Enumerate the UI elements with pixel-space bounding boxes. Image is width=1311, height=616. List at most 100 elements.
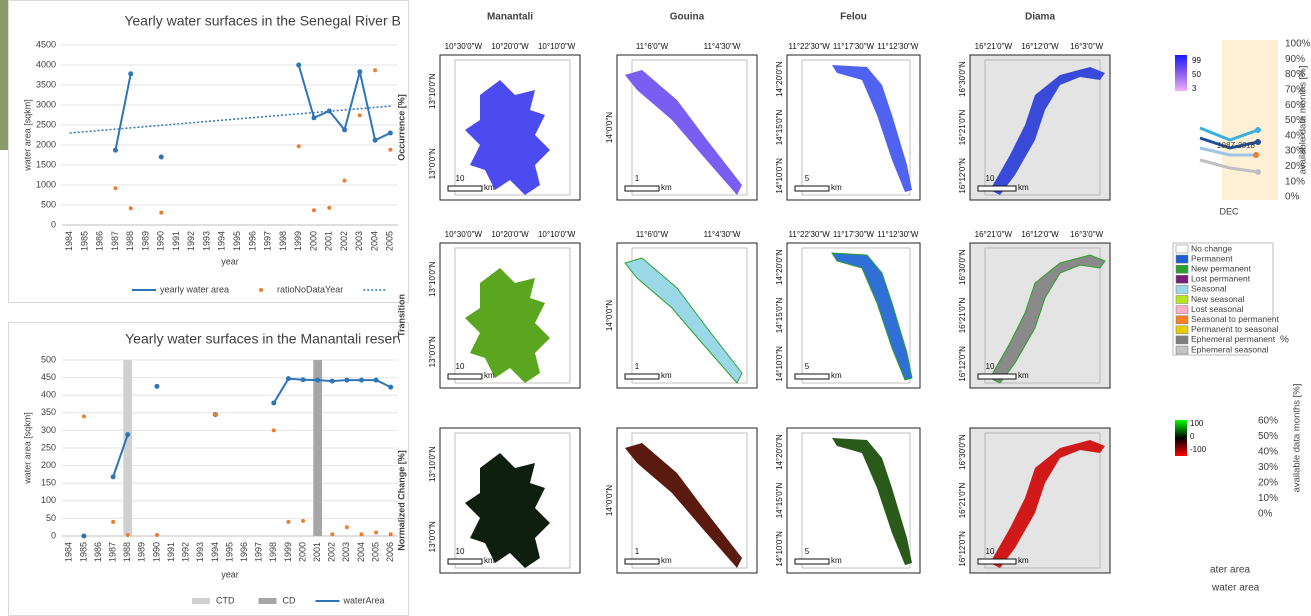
x-tick-label: 1991 xyxy=(171,231,181,251)
y-tick-label: 4500 xyxy=(36,39,56,49)
y-axis-label: water area [sqkm] xyxy=(22,99,32,172)
y-tick-label: 2500 xyxy=(36,119,56,129)
scale-unit: km xyxy=(484,556,495,565)
point xyxy=(373,68,377,72)
legend-swatch xyxy=(1176,245,1188,253)
x-tick-label: 1986 xyxy=(95,231,105,251)
period-label: 1987-2018 xyxy=(1217,141,1256,150)
legend-label: ratioNoDataYear xyxy=(277,284,343,294)
x-tick-label: 1999 xyxy=(293,231,303,251)
lat-label: 16°30'0"N xyxy=(958,249,967,285)
y-tick-label: 450 xyxy=(41,372,56,382)
point xyxy=(155,533,159,537)
column-title: Gouina xyxy=(670,12,705,23)
legend-swatch xyxy=(1176,296,1188,304)
x-tick-label: 1998 xyxy=(268,542,278,562)
y-tick-label: 500 xyxy=(41,199,56,209)
legend-label: CD xyxy=(283,595,296,605)
legend-label: Permanent to seasonal xyxy=(1191,324,1279,334)
scale-label: 10 xyxy=(986,362,995,371)
x-tick-label: 1996 xyxy=(239,542,249,562)
axis-label: water area xyxy=(1211,583,1260,594)
scale-bar xyxy=(625,559,659,564)
scale-bar xyxy=(448,559,482,564)
point xyxy=(213,413,217,417)
y-tick-label: 60% xyxy=(1258,416,1278,427)
row-title: Occurrence [%] xyxy=(396,94,406,161)
scale-label: 10 xyxy=(986,174,995,183)
lon-label: 16°21'0"W xyxy=(975,42,1013,51)
y-tick-label: 300 xyxy=(41,425,56,435)
x-tick-label: 1999 xyxy=(283,542,293,562)
point xyxy=(359,378,364,383)
point xyxy=(357,69,362,74)
y-tick-label: 3500 xyxy=(36,79,56,89)
lat-label: 14°10'0"N xyxy=(775,346,784,382)
lat-label: 14°20'0"N xyxy=(775,61,784,97)
lat-label: 14°15'0"N xyxy=(775,109,784,145)
scale-bar xyxy=(448,374,482,379)
lon-label: 11°17'30"W xyxy=(833,42,875,51)
scale-unit: km xyxy=(1018,556,1029,565)
legend-label: Permanent xyxy=(1191,253,1233,263)
point xyxy=(389,532,393,536)
y-tick-label: 40% xyxy=(1258,447,1278,458)
lon-label: 10°30'0"W xyxy=(445,42,483,51)
legend-swatch xyxy=(1176,255,1188,263)
lat-label: 14°20'0"N xyxy=(775,249,784,285)
point xyxy=(128,71,133,76)
point xyxy=(374,530,378,534)
y-tick-label: 0% xyxy=(1258,509,1273,520)
scale-unit: km xyxy=(661,371,672,380)
lon-label: 10°20'0"W xyxy=(491,230,529,239)
point xyxy=(159,211,163,215)
x-tick-label: 1985 xyxy=(78,542,88,562)
deco-dot xyxy=(1255,139,1261,145)
colorbar xyxy=(1175,420,1187,456)
x-tick-label: 1994 xyxy=(210,542,220,562)
scale-label: 5 xyxy=(805,362,810,371)
point xyxy=(373,138,378,143)
point xyxy=(388,385,393,390)
y-tick-label: 1500 xyxy=(36,159,56,169)
scale-label: 10 xyxy=(456,547,465,556)
point xyxy=(327,109,332,114)
x-tick-label: 2001 xyxy=(324,231,334,251)
point xyxy=(301,377,306,382)
y-axis-label: water area [sqkm] xyxy=(22,412,32,485)
lat-label: 14°10'0"N xyxy=(775,158,784,194)
lat-label: 16°12'0"N xyxy=(958,531,967,567)
scale-bar xyxy=(978,374,1016,379)
lat-label: 16°12'0"N xyxy=(958,346,967,382)
x-tick-label: 1995 xyxy=(224,542,234,562)
y-tick-label: % xyxy=(1280,335,1289,346)
lon-label: 16°12'0"W xyxy=(1021,230,1059,239)
x-tick-label: 1989 xyxy=(140,231,150,251)
y-tick-label: 250 xyxy=(41,442,56,452)
lon-label: 11°6'0"W xyxy=(636,230,669,239)
point xyxy=(388,148,392,152)
x-tick-label: 2002 xyxy=(339,231,349,251)
legend-label: yearly water area xyxy=(160,284,229,294)
y-tick-label: 150 xyxy=(41,478,56,488)
point xyxy=(358,113,362,117)
point xyxy=(272,428,276,432)
point xyxy=(154,384,159,389)
y-tick-label: 0% xyxy=(1285,192,1300,203)
legend-swatch xyxy=(192,598,210,604)
legend-swatch xyxy=(259,598,277,604)
x-tick-label: 1988 xyxy=(122,542,132,562)
y-tick-label: 10% xyxy=(1285,176,1305,187)
lon-label: 11°22'30"W xyxy=(789,42,831,51)
y-tick-label: 2000 xyxy=(36,139,56,149)
deco-dot xyxy=(1255,127,1261,133)
lat-label: 13°0'0"N xyxy=(428,521,437,552)
legend-label: CTD xyxy=(216,595,235,605)
x-tick-label: 2003 xyxy=(354,231,364,251)
y-tick-label: 500 xyxy=(41,354,56,364)
scale-bar xyxy=(448,186,482,191)
lat-label: 16°21'0"N xyxy=(958,297,967,333)
lat-label: 14°10'0"N xyxy=(775,531,784,567)
lat-label: 13°10'0"N xyxy=(428,261,437,297)
